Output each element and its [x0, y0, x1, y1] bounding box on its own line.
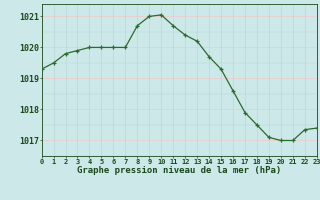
X-axis label: Graphe pression niveau de la mer (hPa): Graphe pression niveau de la mer (hPa): [77, 166, 281, 175]
